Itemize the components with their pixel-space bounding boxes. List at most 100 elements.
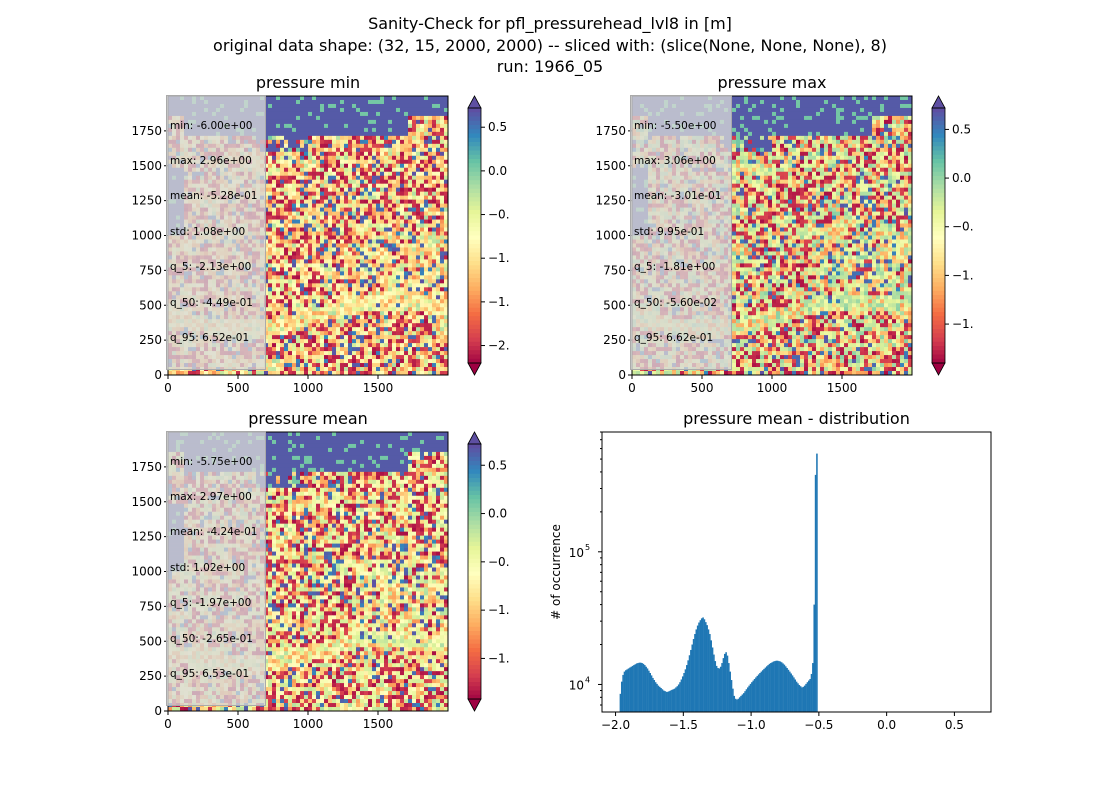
heatmap-cell bbox=[348, 183, 353, 188]
heatmap-cell bbox=[436, 111, 441, 117]
heatmap-cell bbox=[428, 359, 433, 364]
heatmap-cell bbox=[400, 363, 405, 368]
heatmap-cell bbox=[428, 123, 433, 129]
heatmap-cell bbox=[348, 343, 353, 348]
heatmap-cell bbox=[312, 347, 317, 352]
heatmap-cell bbox=[316, 143, 321, 149]
heatmap-cell bbox=[400, 315, 405, 320]
heatmap-cell bbox=[408, 371, 413, 376]
heatmap-cell bbox=[280, 155, 285, 161]
heatmap-cell bbox=[428, 287, 433, 292]
heatmap-cell bbox=[384, 139, 389, 145]
heatmap-cell bbox=[332, 215, 337, 220]
heatmap-cell bbox=[440, 143, 445, 149]
heatmap-cell bbox=[372, 167, 377, 173]
heatmap-cell bbox=[420, 211, 425, 216]
heatmap-cell bbox=[312, 259, 317, 264]
heatmap-cell bbox=[320, 295, 325, 300]
heatmap-cell bbox=[384, 167, 389, 173]
heatmap-cell bbox=[276, 247, 281, 252]
heatmap-cell bbox=[348, 371, 353, 376]
heatmap-cell bbox=[396, 223, 401, 228]
heatmap-cell bbox=[300, 299, 305, 304]
heatmap-cell bbox=[360, 143, 365, 149]
heatmap-cell bbox=[296, 355, 301, 360]
heatmap-cell bbox=[392, 319, 397, 324]
heatmap-cell bbox=[420, 307, 425, 312]
heatmap-cell bbox=[444, 363, 449, 368]
heatmap-cell bbox=[312, 231, 317, 236]
heatmap-cell bbox=[416, 199, 421, 204]
heatmap-cell bbox=[344, 243, 349, 248]
heatmap-cell bbox=[440, 255, 445, 260]
heatmap-cell bbox=[392, 155, 397, 161]
heatmap-cell bbox=[396, 311, 401, 316]
heatmap-cell bbox=[436, 327, 441, 332]
heatmap-cell bbox=[292, 215, 297, 220]
heatmap-cell bbox=[324, 299, 329, 304]
heatmap-cell bbox=[268, 119, 273, 125]
colorbar-segment bbox=[468, 146, 481, 151]
heatmap-cell bbox=[432, 251, 437, 256]
heatmap-cell bbox=[404, 315, 409, 320]
heatmap-cell bbox=[388, 143, 393, 149]
heatmap-cell bbox=[280, 183, 285, 188]
heatmap-cell bbox=[344, 335, 349, 340]
heatmap-cell bbox=[308, 275, 313, 280]
heatmap-cell bbox=[300, 323, 305, 328]
heatmap-cell bbox=[432, 275, 437, 280]
heatmap-cell bbox=[444, 151, 449, 157]
heatmap-cell bbox=[324, 119, 329, 125]
heatmap-cell bbox=[344, 119, 349, 125]
heatmap-cell bbox=[408, 135, 413, 141]
heatmap-cell bbox=[384, 279, 389, 284]
heatmap-cell bbox=[300, 267, 305, 272]
heatmap-cell bbox=[332, 183, 337, 188]
heatmap-cell bbox=[428, 259, 433, 264]
heatmap-cell bbox=[404, 183, 409, 188]
heatmap-cell bbox=[416, 267, 421, 272]
heatmap-cell bbox=[384, 207, 389, 212]
heatmap-cell bbox=[432, 135, 437, 141]
heatmap-cell bbox=[404, 107, 409, 113]
heatmap-cell bbox=[436, 331, 441, 336]
heatmap-cell bbox=[340, 175, 345, 180]
heatmap-cell bbox=[284, 215, 289, 220]
heatmap-cell bbox=[428, 271, 433, 276]
heatmap-cell bbox=[420, 96, 425, 101]
heatmap-cell bbox=[312, 263, 317, 268]
heatmap-cell bbox=[300, 371, 305, 376]
heatmap-cell bbox=[392, 371, 397, 376]
heatmap-cell bbox=[284, 335, 289, 340]
heatmap-cell bbox=[432, 147, 437, 153]
heatmap-cell bbox=[376, 299, 381, 304]
heatmap-cell bbox=[348, 335, 353, 340]
heatmap-cell bbox=[404, 303, 409, 308]
heatmap-cell bbox=[292, 367, 297, 372]
heatmap-cell bbox=[412, 215, 417, 220]
heatmap-cell bbox=[388, 319, 393, 324]
heatmap-cell bbox=[348, 287, 353, 292]
heatmap-cell bbox=[384, 103, 389, 109]
heatmap-cell bbox=[372, 219, 377, 224]
heatmap-cell bbox=[380, 203, 385, 208]
heatmap-cell bbox=[308, 115, 313, 121]
heatmap-cell bbox=[316, 251, 321, 256]
heatmap-cell bbox=[368, 287, 373, 292]
heatmap-cell bbox=[424, 135, 429, 141]
heatmap-cell bbox=[336, 247, 341, 252]
heatmap-cell bbox=[400, 103, 405, 109]
colorbar-segment bbox=[468, 142, 481, 147]
heatmap-cell bbox=[328, 319, 333, 324]
heatmap-cell bbox=[344, 295, 349, 300]
heatmap-cell bbox=[320, 203, 325, 208]
heatmap-cell bbox=[340, 271, 345, 276]
heatmap-cell bbox=[316, 147, 321, 153]
heatmap-cell bbox=[276, 227, 281, 232]
heatmap-cell bbox=[344, 371, 349, 376]
heatmap-cell bbox=[272, 267, 277, 272]
heatmap-cell bbox=[312, 155, 317, 161]
heatmap-cell bbox=[348, 255, 353, 260]
heatmap-cell bbox=[320, 307, 325, 312]
heatmap-cell bbox=[364, 223, 369, 228]
